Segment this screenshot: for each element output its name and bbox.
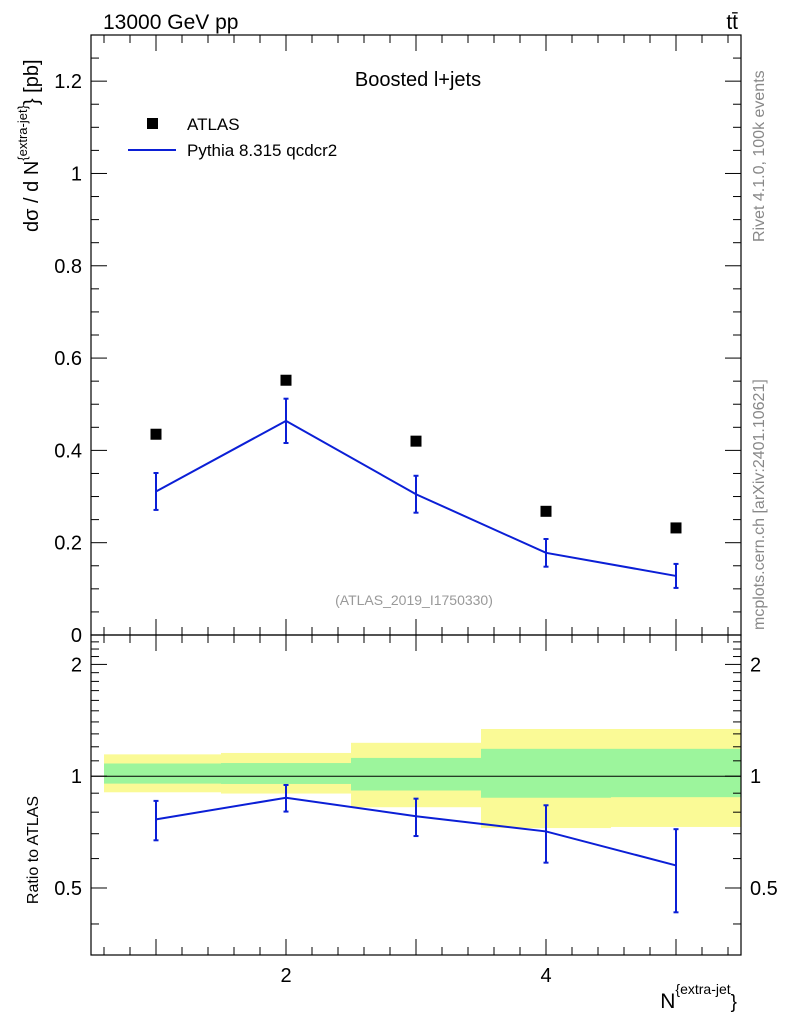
- main-y-tick-labels: 0 0.2 0.4 0.6 0.8 1 1.2: [54, 71, 82, 647]
- legend-pythia-label: Pythia 8.315 qcdcr2: [187, 141, 337, 160]
- mcplots-label: mcplots.cern.ch [arXiv:2401.10621]: [751, 379, 768, 630]
- main-y-tick-label: 0.6: [54, 348, 82, 370]
- ratio-inner-band: [481, 748, 611, 798]
- ratio-axis-ticks: [91, 635, 741, 955]
- ratio-inner-band: [104, 763, 221, 784]
- main-y-axis-label: dσ / d N{extra-jet}} [pb]: [15, 59, 43, 232]
- atlas-marker: [280, 374, 292, 386]
- ratio-y-tick-labels: 0.5 0.5 1 1 2 2: [54, 654, 778, 900]
- atlas-marker: [410, 435, 422, 447]
- main-axis-ticks: [91, 34, 741, 636]
- main-y-axis-label-post: } [pb]: [21, 59, 43, 105]
- atlas-marker: [670, 522, 682, 534]
- ratio-y-tick-label-right: 1: [750, 766, 761, 788]
- legend: ATLAS Pythia 8.315 qcdcr2: [128, 115, 337, 160]
- legend-atlas-marker: [147, 118, 158, 129]
- main-title: Boosted l+jets: [355, 69, 481, 91]
- legend-atlas-label: ATLAS: [187, 115, 240, 134]
- x-axis-label-post: }: [731, 992, 737, 1013]
- ratio-y-tick-label-right: 2: [750, 654, 761, 676]
- rivet-label: Rivet 4.1.0, 100k events: [751, 70, 768, 242]
- ratio-frame: [90, 634, 742, 956]
- atlas-marker: [150, 428, 162, 440]
- atlas-marker: [540, 505, 552, 517]
- x-axis-label-sup: {extra-jet: [675, 981, 730, 997]
- x-tick-label: 4: [540, 965, 551, 987]
- ratio-y-tick-label-left: 1: [71, 766, 82, 788]
- ratio-inner-band: [221, 763, 351, 784]
- ratio-y-tick-label-right: 0.5: [750, 878, 778, 900]
- ratio-inner-band: [351, 757, 481, 791]
- x-axis-label: N{extra-jet}: [660, 981, 737, 1013]
- main-y-tick-label: 0.2: [54, 533, 82, 555]
- main-y-axis-label-sup: {extra-jet}: [15, 104, 30, 160]
- ratio-y-tick-label-left: 2: [71, 654, 82, 676]
- analysis-watermark: (ATLAS_2019_I1750330): [335, 592, 493, 608]
- main-panel: Boosted l+jets (ATLAS_2019_I1750330) 0 0.…: [15, 34, 742, 647]
- ratio-uncertainty-bands: [104, 728, 741, 829]
- main-data-marks: [150, 374, 682, 589]
- ratio-y-tick-label-left: 0.5: [54, 878, 82, 900]
- x-axis-label-pre: N: [660, 990, 675, 1013]
- header-process-label: tt̄: [726, 11, 738, 34]
- main-y-tick-label: 1.2: [54, 71, 82, 93]
- ratio-y-axis-label: Ratio to ATLAS: [25, 796, 42, 904]
- header-collision-label: 13000 GeV pp: [103, 11, 238, 34]
- main-y-tick-label: 0.8: [54, 256, 82, 278]
- x-tick-label: 2: [280, 965, 291, 987]
- main-y-axis-label-pre: dσ / d N: [21, 161, 43, 232]
- ratio-data-marks: [153, 783, 679, 914]
- ratio-inner-band: [611, 748, 741, 798]
- main-y-tick-label: 0: [71, 625, 82, 647]
- main-y-tick-label: 1: [71, 163, 82, 185]
- main-y-tick-label: 0.4: [54, 440, 82, 462]
